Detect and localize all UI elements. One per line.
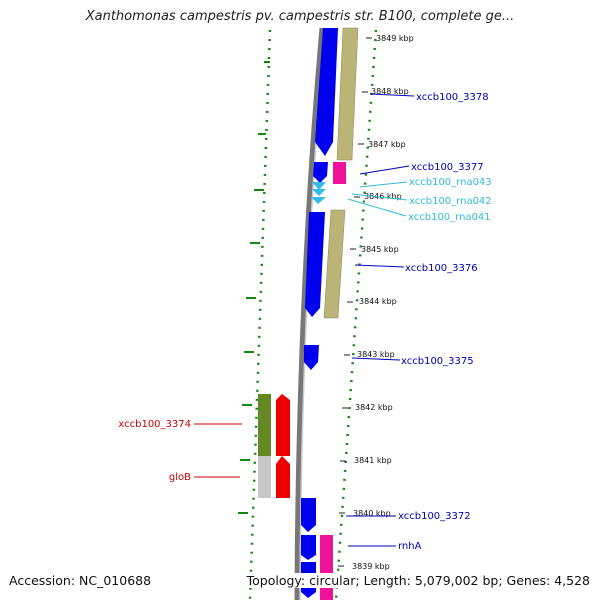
ruler-label: 3842 kbp: [355, 403, 393, 412]
ruler-ticks: [338, 37, 372, 567]
cds-xccb100-3376[interactable]: [305, 212, 325, 317]
ruler-label: 3848 kbp: [371, 87, 409, 96]
feature-pink-rnhA[interactable]: [320, 535, 333, 600]
rna-xccb100-rna042[interactable]: [312, 189, 326, 196]
ruler-label: 3840 kbp: [353, 509, 391, 518]
feature-label-xccb100-3375[interactable]: xccb100_3375: [401, 356, 474, 367]
feature-label-xccb100-rna041[interactable]: xccb100_rna041: [408, 212, 491, 223]
feature-label-xccb100-3377[interactable]: xccb100_3377: [411, 162, 484, 173]
ruler-label: 3847 kbp: [368, 140, 406, 149]
feature-label-xccb100-rna043[interactable]: xccb100_rna043: [409, 177, 492, 188]
cds-rnhA[interactable]: [301, 535, 316, 560]
feature-label-xccb100-rna042[interactable]: xccb100_rna042: [409, 196, 492, 207]
accession-text: Accession: NC_010688: [9, 573, 152, 588]
feature-labels: xccb100_3378 xccb100_3377 xccb100_rna043…: [118, 92, 491, 552]
rna-xccb100-rna041[interactable]: [311, 197, 326, 204]
ruler-labels: 3849 kbp 3848 kbp 3847 kbp 3846 kbp 3845…: [352, 34, 414, 571]
cds-xccb100-3375[interactable]: [304, 345, 319, 370]
genome-backbone: [294, 27, 325, 600]
feature-label-xccb100-3372[interactable]: xccb100_3372: [398, 511, 471, 522]
topology-summary: Topology: circular; Length: 5,079,002 bp…: [246, 573, 590, 588]
ruler-label: 3846 kbp: [364, 192, 402, 201]
feature-label-rnhA[interactable]: rnhA: [398, 541, 422, 552]
gene-shadow-3376[interactable]: [323, 209, 346, 319]
gc-skew-dashes: [238, 61, 270, 514]
feature-label-xccb100-3376[interactable]: xccb100_3376: [405, 263, 478, 274]
ruler-label: 3841 kbp: [354, 456, 392, 465]
rna-xccb100-rna043[interactable]: [312, 182, 326, 190]
cds-xccb100-3374[interactable]: [276, 394, 290, 456]
cds-xccb100-3372[interactable]: [301, 498, 316, 532]
cds-xccb100-3378[interactable]: [315, 28, 338, 156]
gene-shadow-gloB[interactable]: [258, 456, 271, 498]
gene-shadow-3378[interactable]: [336, 27, 359, 161]
cds-gloB[interactable]: [276, 456, 290, 498]
map-title: Xanthomonas campestris pv. campestris st…: [85, 9, 515, 24]
ruler-label: 3844 kbp: [359, 297, 397, 306]
feature-label-xccb100-3378[interactable]: xccb100_3378: [416, 92, 489, 103]
gc-content-track-left: [248, 29, 272, 600]
ruler-label: 3849 kbp: [376, 34, 414, 43]
ruler-label: 3843 kbp: [357, 350, 395, 359]
ruler-label: 3845 kbp: [361, 245, 399, 254]
cds-xccb100-3377[interactable]: [313, 162, 328, 183]
feature-label-xccb100-3374[interactable]: xccb100_3374: [118, 419, 191, 430]
gene-shadow-3374[interactable]: [258, 394, 271, 456]
feature-pink-3377[interactable]: [333, 162, 346, 184]
feature-label-gloB[interactable]: gloB: [169, 472, 191, 483]
ruler-label: 3839 kbp: [352, 562, 390, 571]
feature-leaders: [194, 93, 415, 547]
